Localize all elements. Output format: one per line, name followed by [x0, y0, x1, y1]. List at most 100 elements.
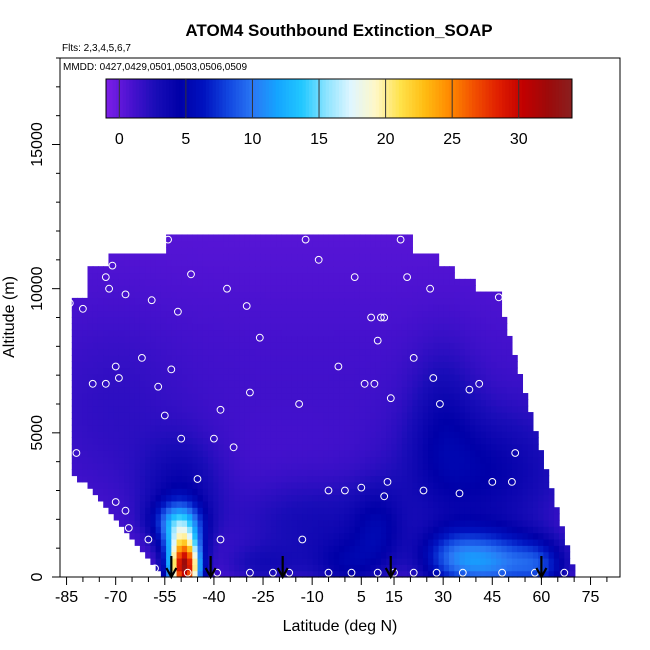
heat-cell — [333, 374, 340, 381]
heat-cell — [255, 304, 262, 312]
heat-cell — [239, 424, 246, 432]
heat-cell — [349, 380, 356, 388]
heat-cell — [365, 545, 372, 553]
heat-cell — [302, 234, 309, 242]
heat-cell — [386, 532, 393, 540]
heat-cell — [328, 393, 335, 400]
colorbar-segment — [275, 79, 280, 118]
heat-cell — [517, 374, 524, 381]
heat-cell — [517, 481, 524, 489]
heat-cell — [501, 412, 508, 420]
heat-cell — [297, 367, 303, 375]
heat-cell — [485, 361, 492, 369]
heat-cell — [255, 266, 262, 274]
heat-cell — [187, 488, 193, 496]
heat-cell — [302, 374, 309, 381]
heat-cell — [375, 462, 382, 470]
heat-cell — [134, 272, 141, 280]
heat-cell — [480, 297, 487, 305]
sample-point — [324, 486, 333, 495]
heat-cell — [71, 380, 78, 388]
heat-cell — [223, 335, 230, 343]
heat-cell — [218, 329, 225, 337]
heat-cell — [470, 297, 476, 305]
heat-cell — [281, 285, 288, 293]
heat-cell — [380, 462, 387, 470]
heat-cell — [443, 367, 450, 375]
heat-cell — [181, 285, 188, 293]
heat-cell — [113, 500, 120, 508]
heat-cell — [543, 507, 550, 515]
heat-cell — [349, 405, 356, 413]
heat-cell — [249, 469, 256, 477]
heat-cell — [260, 456, 267, 464]
heat-cell — [129, 266, 136, 274]
sample-point — [367, 313, 376, 322]
heat-cell — [391, 380, 398, 388]
heat-cell — [192, 405, 199, 413]
heat-cell — [323, 418, 330, 426]
heat-cell — [391, 272, 398, 280]
heat-cell — [496, 551, 503, 559]
heat-cell — [438, 266, 445, 274]
heat-cell — [281, 526, 288, 534]
heat-cell — [260, 316, 267, 324]
heat-cell — [370, 424, 377, 432]
heat-cell — [454, 297, 461, 305]
heat-cell — [228, 494, 235, 502]
heat-cell — [286, 551, 293, 559]
heat-cell — [312, 310, 319, 318]
heat-cell — [391, 361, 398, 369]
heat-cell — [318, 234, 324, 242]
heat-cell — [407, 431, 413, 439]
heat-cell — [443, 297, 450, 305]
heat-cell — [103, 443, 110, 451]
heat-cell — [197, 469, 204, 477]
heat-cell — [197, 424, 204, 432]
heat-cell — [113, 494, 120, 502]
heat-cell — [234, 361, 241, 369]
heat-cell — [485, 545, 492, 553]
heat-cell — [187, 405, 193, 413]
heat-cell — [407, 570, 413, 578]
heat-cell — [82, 424, 89, 432]
heat-cell — [380, 519, 387, 527]
heat-cell — [359, 456, 366, 464]
colorbar-segment — [395, 79, 400, 118]
heat-cell — [270, 507, 277, 515]
heat-cell — [71, 405, 78, 413]
heat-cell — [176, 240, 183, 248]
heat-cell — [328, 564, 335, 572]
heat-cell — [532, 538, 539, 546]
heat-cell — [208, 532, 214, 540]
heat-cell — [375, 507, 382, 515]
heat-cell — [234, 551, 241, 559]
heat-cell — [176, 348, 183, 356]
heat-cell — [260, 329, 267, 337]
heat-cell — [197, 507, 204, 515]
heat-cell — [160, 285, 167, 293]
heat-cell — [375, 354, 382, 362]
heat-cell — [297, 393, 303, 400]
heat-cell — [234, 323, 241, 331]
heat-cell — [297, 316, 303, 324]
heat-cell — [129, 380, 136, 388]
heat-cell — [412, 354, 419, 362]
heat-cell — [307, 532, 314, 540]
heat-cell — [297, 291, 303, 299]
colorbar-segment — [348, 79, 353, 118]
heat-cell — [459, 431, 466, 439]
heat-cell — [213, 380, 220, 388]
heat-cell — [276, 304, 282, 312]
heat-cell — [134, 380, 141, 388]
heat-cell — [386, 310, 393, 318]
heat-cell — [302, 481, 309, 489]
heat-cell — [475, 374, 482, 381]
heat-cell — [187, 450, 193, 458]
heat-cell — [260, 431, 267, 439]
heat-cell — [281, 386, 288, 394]
heat-cell — [176, 329, 183, 337]
heat-cell — [97, 488, 104, 496]
heat-cell — [176, 380, 183, 388]
heat-cell — [145, 405, 151, 413]
